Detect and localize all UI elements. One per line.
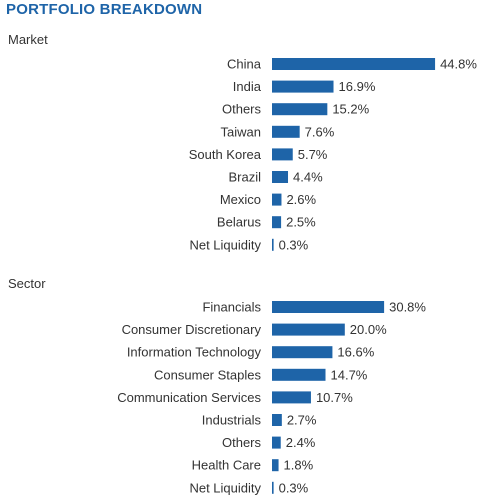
market-value-label-china: 44.8% [440,57,477,72]
market-section-label: Market [8,32,48,47]
market-category-label-brazil: Brazil [228,170,261,185]
market-category-label-india: India [233,79,262,94]
sector-bar-net-liquidity [272,481,274,494]
market-bar-south-korea [272,148,293,161]
market-value-label-belarus: 2.5% [286,215,316,230]
market-category-label-mexico: Mexico [220,192,261,207]
sector-value-label-net-liquidity: 0.3% [279,480,309,495]
sector-value-label-communication-services: 10.7% [316,390,353,405]
sector-bar-health-care [272,459,279,472]
sector-bar-financials [272,301,385,313]
market-value-label-india: 16.9% [339,79,376,94]
market-bar-mexico [272,193,282,206]
sector-value-label-financials: 30.8% [389,300,426,315]
sector-value-label-health-care: 1.8% [284,458,314,473]
market-value-label-net-liquidity: 0.3% [279,237,309,252]
market-bar-india [272,80,334,93]
market-bar-chart: China 44.8% India 16.9% Others 15.2% Taiwan 7.6… [189,57,478,253]
sector-value-label-information-technology: 16.6% [337,345,374,360]
sector-category-label-information-technology: Information Technology [127,345,262,360]
sector-bar-consumer-discretionary [272,323,345,336]
sector-value-label-others: 2.4% [286,435,316,450]
sector-bar-communication-services [272,391,311,404]
sector-value-label-industrials: 2.7% [287,413,317,428]
market-category-label-net-liquidity: Net Liquidity [189,237,261,252]
market-category-label-belarus: Belarus [217,215,262,230]
market-value-label-mexico: 2.6% [286,192,316,207]
market-bar-others [272,103,328,116]
sector-bar-chart: Financials 30.8% Consumer Discretionary 20.… [117,300,426,496]
market-value-label-others: 15.2% [332,102,369,117]
sector-category-label-consumer-staples: Consumer Staples [154,367,261,382]
sector-category-label-communication-services: Communication Services [117,390,261,405]
sector-bar-industrials [272,414,282,426]
market-category-label-taiwan: Taiwan [221,124,261,139]
market-bar-net-liquidity [272,238,274,251]
market-value-label-taiwan: 7.6% [305,124,335,139]
sector-value-label-consumer-staples: 14.7% [331,367,368,382]
sector-category-label-health-care: Health Care [192,458,261,473]
sector-category-label-consumer-discretionary: Consumer Discretionary [122,322,262,337]
market-value-label-south-korea: 5.7% [298,147,328,162]
page-title: PORTFOLIO BREAKDOWN [6,1,203,18]
market-bar-taiwan [272,125,300,138]
sector-value-label-consumer-discretionary: 20.0% [350,322,387,337]
sector-bar-others [272,436,281,449]
sector-category-label-net-liquidity: Net Liquidity [189,480,261,495]
sector-bar-consumer-staples [272,368,326,381]
market-bar-china [272,58,436,70]
sector-category-label-industrials: Industrials [202,413,262,428]
market-bar-belarus [272,216,282,229]
market-category-label-china: China [227,57,262,72]
market-bar-brazil [272,171,289,183]
sector-category-label-others: Others [222,435,262,450]
sector-category-label-financials: Financials [202,300,261,315]
market-category-label-south-korea: South Korea [189,147,262,162]
sector-bar-information-technology [272,346,333,359]
market-category-label-others: Others [222,102,262,117]
market-value-label-brazil: 4.4% [293,170,323,185]
sector-section-label: Sector [8,276,46,291]
